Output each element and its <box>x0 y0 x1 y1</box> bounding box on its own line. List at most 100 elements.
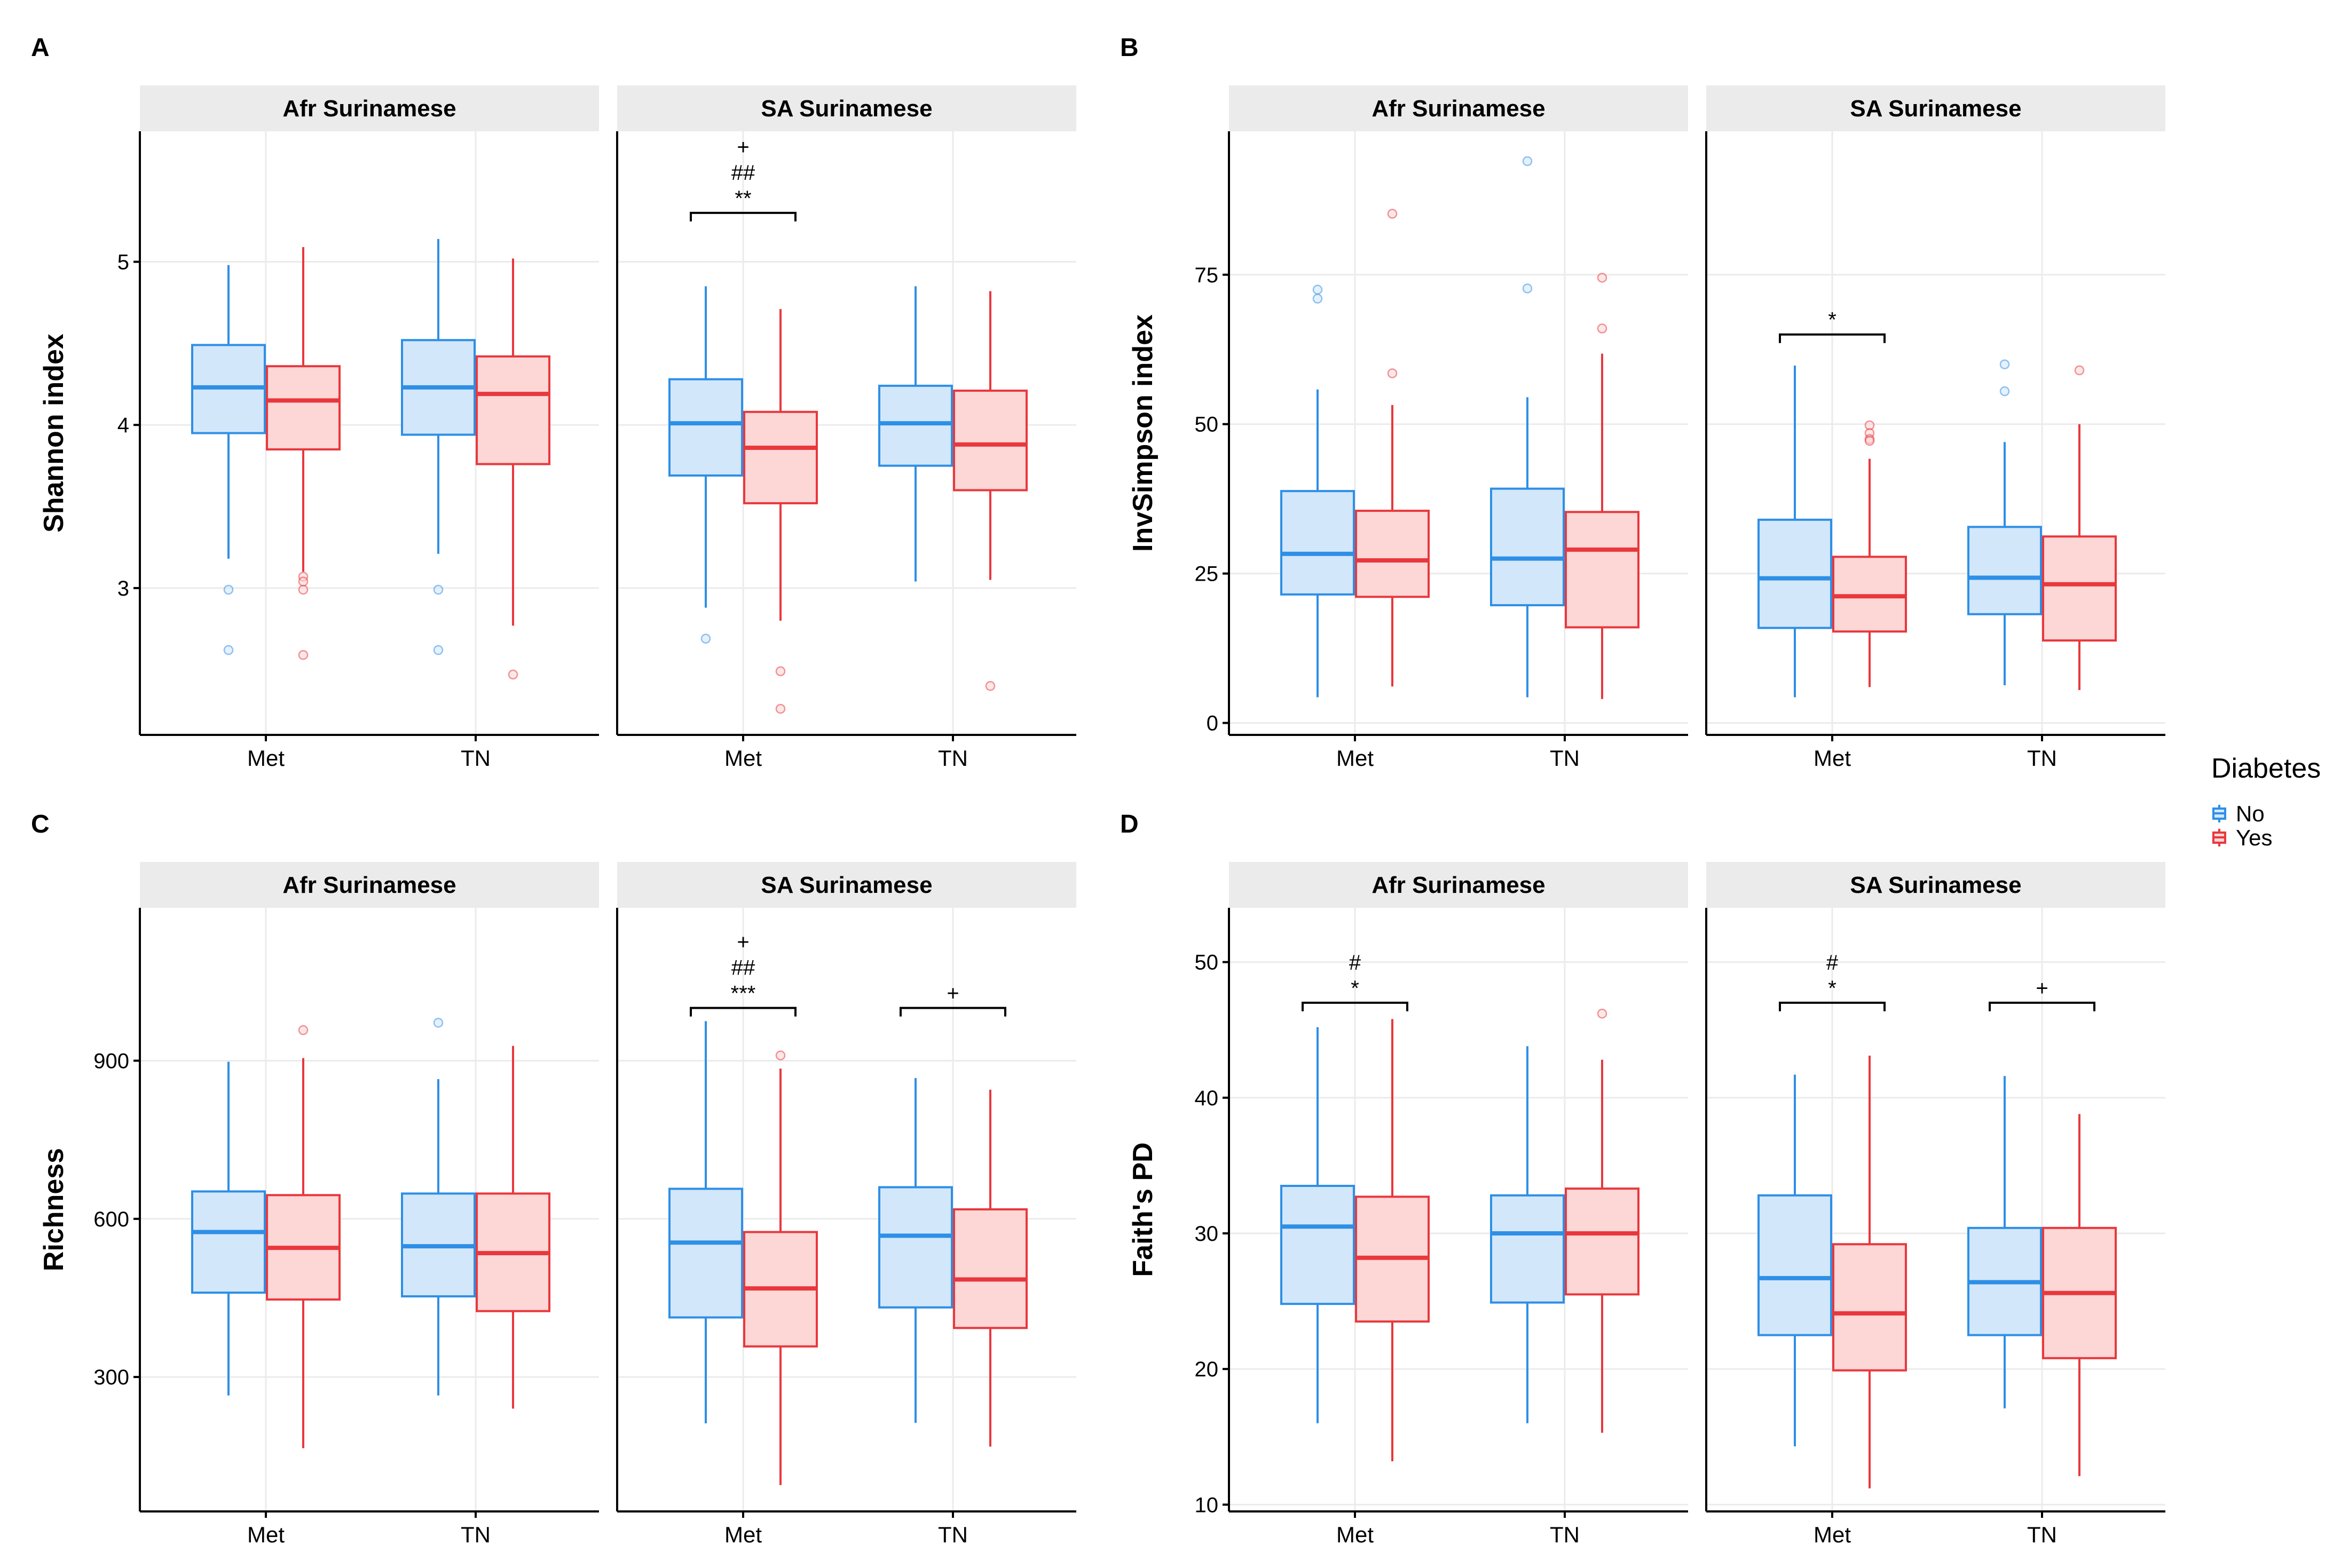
box-no-tn <box>1490 156 1565 698</box>
legend-key-yes <box>2212 829 2226 846</box>
box-yes-met <box>266 1025 341 1448</box>
outlier-point <box>1597 273 1607 283</box>
box-iqr <box>476 355 550 465</box>
y-tick-label: 300 <box>93 1366 129 1389</box>
box-no-tn <box>878 1078 953 1423</box>
legend-key-no <box>2212 805 2226 822</box>
outlier-point <box>985 681 996 691</box>
y-tick-label: 5 <box>117 251 129 274</box>
significance-bracket <box>1302 1001 1408 1011</box>
y-tick-label: 50 <box>1195 413 1219 437</box>
x-tick-label: Met <box>247 1522 285 1547</box>
box-no-met <box>1280 1027 1355 1423</box>
outlier-point <box>223 645 234 655</box>
significance-bracket <box>1779 333 1886 343</box>
box-yes-met <box>743 309 818 714</box>
outlier-point <box>700 633 711 644</box>
facet-afr-surinamese: Afr Surinamese 0 25 50 75 Met TN <box>1195 85 1688 771</box>
y-tick-label: 75 <box>1195 264 1219 287</box>
significance-annotation: * <box>1779 308 1886 343</box>
significance-bracket <box>1989 1001 2095 1011</box>
legend-label-no: No <box>2236 801 2265 826</box>
box-iqr <box>1565 1187 1639 1296</box>
box-iqr <box>1565 511 1639 629</box>
facet-strip <box>1706 85 2165 131</box>
significance-label: # <box>1826 951 1839 975</box>
y-tick-label: 4 <box>117 414 129 437</box>
y-tick-label: 3 <box>117 577 129 600</box>
y-tick-label: 40 <box>1195 1087 1219 1110</box>
box-iqr <box>878 1186 953 1309</box>
box-no-met <box>191 1062 266 1396</box>
box-iqr <box>1757 1194 1832 1336</box>
significance-label: ## <box>731 161 755 185</box>
outlier-point <box>433 1018 444 1028</box>
significance-annotation: +##** <box>690 136 797 221</box>
facet-afr-surinamese: Afr Surinamese 3 4 5 Met TN <box>117 85 599 771</box>
x-tick-label: Met <box>1814 746 1851 771</box>
outlier-point <box>298 584 309 595</box>
x-tick-label: Met <box>247 746 285 771</box>
outlier-point <box>433 645 444 655</box>
facet-title: SA Surinamese <box>761 872 932 898</box>
significance-bracket <box>1779 1001 1886 1011</box>
y-axis-title: Richness <box>38 1148 69 1271</box>
y-axis-title: Faith's PD <box>1128 1142 1158 1277</box>
significance-annotation: + <box>900 982 1006 1017</box>
significance-label: * <box>1351 977 1359 1000</box>
outlier-point <box>1387 209 1398 219</box>
facet-strip <box>617 85 1076 131</box>
significance-label: + <box>947 982 959 1005</box>
box-yes-tn <box>953 1089 1028 1447</box>
facet-title: Afr Surinamese <box>1371 872 1545 898</box>
outlier-point <box>1312 294 1323 304</box>
significance-annotation: + <box>1989 977 2095 1011</box>
box-no-met <box>191 265 266 655</box>
facet-afr-surinamese: Afr Surinamese 300 600 900 Met TN <box>93 862 599 1547</box>
facet-strip <box>140 862 599 908</box>
outlier-point <box>223 584 234 595</box>
box-iqr <box>1280 490 1355 596</box>
significance-label: ** <box>735 187 751 210</box>
box-yes-tn <box>953 291 1028 691</box>
box-no-met <box>1280 284 1355 698</box>
box-yes-tn <box>2042 365 2117 691</box>
box-iqr <box>1355 510 1430 598</box>
x-tick-label: TN <box>938 746 968 771</box>
facet-strip <box>1706 862 2165 908</box>
box-yes-met <box>743 1050 818 1485</box>
box-yes-met <box>1832 420 1907 687</box>
box-iqr <box>191 1190 266 1294</box>
box-no-tn <box>401 1018 476 1396</box>
x-tick-label: Met <box>724 1522 762 1547</box>
outlier-point <box>298 1025 309 1035</box>
significance-annotation: +##*** <box>690 931 797 1017</box>
facet-strip <box>1229 85 1688 131</box>
significance-label: ## <box>731 956 755 980</box>
y-tick-label: 600 <box>93 1208 129 1231</box>
significance-label: + <box>2036 977 2048 1000</box>
x-tick-label: TN <box>1550 746 1580 771</box>
panel-c: C Richness Afr Surinamese 300 600 900 Met TN SA … <box>31 810 1076 1547</box>
significance-annotation: #* <box>1302 951 1408 1011</box>
box-yes-tn <box>2042 1114 2117 1476</box>
y-axis-title: InvSimpson index <box>1128 314 1158 552</box>
outlier-point <box>1522 156 1533 167</box>
facet-strip <box>1229 862 1688 908</box>
panel-d: D Faith's PD Afr Surinamese 10 20 30 40 50 Met TN… <box>1120 810 2165 1547</box>
outlier-point <box>1999 386 2010 397</box>
outlier-point <box>508 669 518 680</box>
box-yes-met <box>1355 209 1430 687</box>
box-no-tn <box>878 286 953 582</box>
box-iqr <box>953 1208 1028 1329</box>
outlier-point <box>1597 1008 1607 1019</box>
x-tick-label: Met <box>724 746 762 771</box>
significance-label: # <box>1349 951 1361 975</box>
box-yes-met <box>1832 1056 1907 1488</box>
facet-sa-surinamese: SA Surinamese Met TN * <box>1705 85 2165 771</box>
box-iqr <box>1967 526 2042 615</box>
legend-title: Diabetes <box>2211 753 2321 784</box>
box-yes-met <box>266 247 341 660</box>
box-iqr <box>266 365 341 451</box>
y-axis-title: Shannon index <box>38 334 69 533</box>
